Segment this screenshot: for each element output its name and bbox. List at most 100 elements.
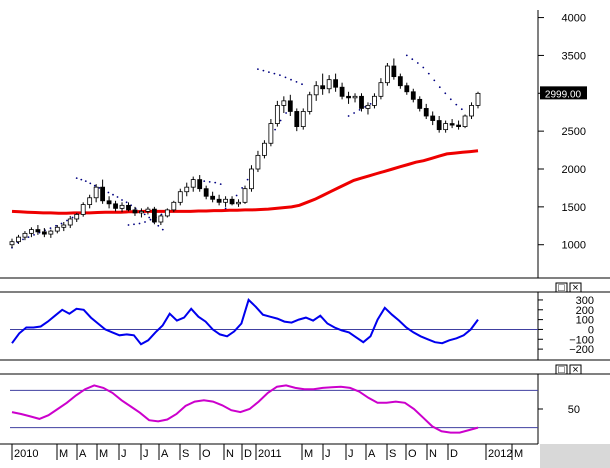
close-button[interactable]	[569, 282, 582, 293]
date-label: N	[429, 448, 437, 460]
sar-dot	[149, 218, 152, 221]
candle-body	[16, 236, 21, 243]
sar-dot	[127, 224, 130, 226]
date-label: N	[226, 448, 234, 460]
sar-dot	[93, 184, 96, 187]
restore-button[interactable]	[555, 282, 568, 293]
price-tick-label: 4000	[562, 13, 586, 25]
candle-body	[48, 230, 54, 235]
candle-body	[29, 229, 34, 234]
date-label: 2010	[14, 448, 38, 460]
stochastic-panel: 50	[0, 373, 610, 444]
sar-dot	[133, 223, 135, 226]
candle-body	[287, 100, 293, 112]
sar-dot	[369, 103, 372, 105]
candle-body	[9, 241, 15, 246]
sar-dot	[98, 187, 101, 189]
candle-body	[268, 123, 274, 144]
candle-body	[352, 95, 358, 99]
sar-dot	[138, 222, 141, 225]
date-axis: 2010 M A M J J A S O N D 2011 M J J A S O N D 2012 M	[0, 443, 610, 468]
candle-body	[35, 229, 41, 233]
date-label: S	[389, 448, 396, 460]
candle-body	[74, 214, 80, 220]
cci-tick-label: 300	[576, 295, 594, 307]
sar-dot	[116, 196, 119, 198]
candle-body	[54, 226, 60, 232]
sar-dot	[203, 180, 206, 183]
restore-button[interactable]	[555, 364, 568, 375]
sar-dot	[455, 103, 458, 106]
date-label: J	[348, 448, 354, 460]
price-tick-label: 1000	[562, 240, 586, 252]
sar-dot	[121, 199, 123, 201]
sar-dot	[60, 222, 63, 225]
candle-body	[242, 188, 248, 203]
sar-dot	[279, 119, 282, 122]
sar-dot	[274, 128, 276, 131]
candle-body	[404, 85, 410, 93]
sar-dot	[22, 238, 24, 241]
sar-dot	[89, 182, 92, 185]
candle-body	[171, 201, 177, 211]
candle-body	[359, 95, 364, 109]
candle-body	[300, 111, 306, 128]
candle-body	[80, 204, 86, 215]
sar-dot	[241, 187, 244, 189]
candle-body	[326, 79, 332, 90]
sar-dot	[224, 207, 227, 210]
sar-dot	[347, 115, 350, 117]
sar-dot	[161, 228, 164, 231]
sar-dot	[33, 234, 35, 236]
date-label: D	[244, 448, 252, 460]
sar-dot	[285, 112, 287, 114]
candle-body	[126, 204, 131, 211]
candle-body	[223, 198, 228, 203]
candle-body	[397, 76, 403, 87]
candle-body	[203, 188, 209, 197]
date-label: 2011	[258, 448, 282, 460]
candle-body	[132, 209, 138, 214]
candle-body	[423, 108, 429, 117]
date-label: 2012	[488, 448, 512, 460]
close-button[interactable]	[569, 364, 582, 375]
stochastic-line	[11, 384, 479, 434]
sar-dot	[148, 216, 151, 219]
date-label: J	[143, 448, 149, 460]
cci-tick-label: −100	[569, 334, 594, 346]
candle-body	[158, 215, 164, 223]
sar-dot	[301, 83, 303, 86]
price-tick-label: 2000	[562, 164, 586, 176]
candle-body	[339, 86, 345, 97]
sar-dot	[268, 71, 270, 73]
candle-body	[41, 231, 47, 235]
candle-body	[190, 179, 196, 188]
restore-icon: □	[558, 282, 565, 294]
price-panel: 10001500200025003000350040002999.00	[0, 10, 610, 279]
sar-dot	[219, 183, 222, 186]
candle-body	[475, 92, 481, 106]
sar-dot	[284, 76, 287, 79]
date-label: O	[202, 448, 211, 460]
candle-body	[365, 105, 371, 109]
candle-body	[67, 218, 73, 226]
sar-dot	[427, 72, 430, 75]
date-label: M	[514, 448, 523, 460]
sar-dot	[279, 74, 281, 76]
sar-dot	[55, 224, 57, 227]
candle-body	[236, 201, 241, 205]
sar-dot	[460, 108, 463, 111]
moving-average-line	[11, 149, 479, 215]
cci-line	[11, 298, 479, 346]
date-axis-corner	[540, 444, 610, 468]
date-label: S	[182, 448, 189, 460]
sar-dot	[66, 219, 68, 222]
candle-body	[274, 105, 280, 124]
candle-body	[469, 105, 474, 117]
sar-dot	[438, 86, 441, 89]
candle-body	[210, 195, 216, 200]
candle-body	[106, 200, 112, 205]
sar-dot	[295, 81, 298, 83]
candle-body	[262, 142, 267, 156]
price-tick-label: 3500	[562, 50, 586, 62]
